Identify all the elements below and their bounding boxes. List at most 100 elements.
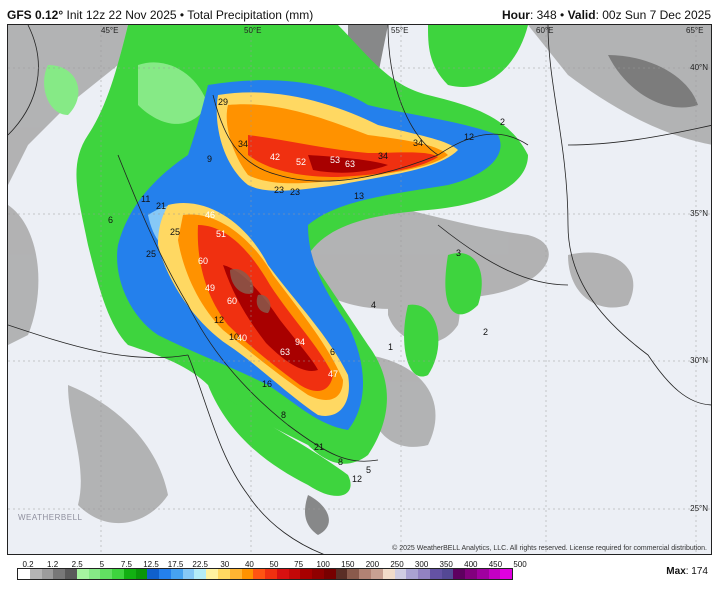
legend-swatch bbox=[229, 569, 242, 579]
legend-label: 17.5 bbox=[167, 560, 184, 569]
lon-label: 65°E bbox=[686, 26, 704, 35]
legend-label: 7.5 bbox=[120, 560, 132, 569]
legend-label: 1.2 bbox=[47, 560, 59, 569]
legend-swatch bbox=[112, 569, 124, 579]
copyright: © 2025 WeatherBELL Analytics, LLC. All r… bbox=[392, 545, 707, 552]
precip-value-label: 63 bbox=[280, 347, 290, 357]
product-name: Total Precipitation (mm) bbox=[187, 8, 314, 22]
hour-label: Hour bbox=[501, 8, 530, 22]
precip-value-label: 94 bbox=[295, 337, 305, 347]
legend-swatch bbox=[88, 569, 101, 579]
legend-swatch bbox=[429, 569, 442, 579]
legend-label: 2.5 bbox=[71, 560, 83, 569]
legend-swatch bbox=[370, 569, 383, 579]
legend-swatch bbox=[135, 569, 148, 579]
precip-value-label: 51 bbox=[216, 229, 226, 239]
precip-value-label: 6 bbox=[330, 347, 335, 357]
legend-label: 100 bbox=[316, 560, 330, 569]
precip-value-label: 6 bbox=[108, 215, 113, 225]
precip-value-label: 40 bbox=[237, 333, 247, 343]
precip-value-label: 49 bbox=[205, 283, 215, 293]
precip-value-label: 12 bbox=[464, 132, 474, 142]
lon-label: 50°E bbox=[244, 26, 262, 35]
legend-swatch bbox=[312, 569, 324, 579]
precip-value-label: 12 bbox=[214, 315, 224, 325]
legend-label: 300 bbox=[414, 560, 429, 569]
precipitation-map: 29 34 42 52 53 63 34 34 12 23 23 13 9 11 6 21 25 25 46 51 60… bbox=[7, 24, 712, 555]
legend-swatch bbox=[418, 569, 430, 579]
legend-label: 75 bbox=[294, 560, 304, 569]
precip-value-label: 29 bbox=[218, 97, 228, 107]
precip-value-label: 60 bbox=[198, 256, 208, 266]
lon-label: 55°E bbox=[391, 26, 409, 35]
valid-time: Hour: 348 • Valid: 00z Sun 7 Dec 2025 bbox=[502, 8, 711, 22]
legend-swatch bbox=[182, 569, 195, 579]
precip-value-label: 34 bbox=[413, 138, 423, 148]
precip-value-label: 2 bbox=[483, 327, 488, 337]
precip-value-label: 3 bbox=[456, 248, 461, 258]
legend-label: 350 bbox=[439, 560, 453, 569]
legend-swatch bbox=[147, 569, 160, 579]
valid-label: Valid bbox=[567, 8, 596, 22]
separator: • bbox=[179, 8, 185, 22]
precip-value-label: 23 bbox=[290, 187, 300, 197]
lat-label: 35°N bbox=[690, 209, 708, 218]
legend-label: 12.5 bbox=[143, 560, 159, 569]
precip-value-label: 25 bbox=[146, 249, 156, 259]
legend-swatch bbox=[323, 569, 336, 579]
legend-swatch bbox=[265, 569, 277, 579]
legend-swatch bbox=[382, 569, 395, 579]
precip-value-label: 34 bbox=[238, 139, 248, 149]
legend-label: 400 bbox=[464, 560, 478, 569]
lat-label: 25°N bbox=[690, 504, 708, 513]
precip-value-label: 21 bbox=[314, 442, 324, 452]
precip-value-label: 10 bbox=[229, 332, 239, 342]
precip-value-label: 25 bbox=[170, 227, 180, 237]
precip-value-label: 13 bbox=[354, 191, 364, 201]
legend-swatch bbox=[65, 569, 77, 579]
legend-swatch bbox=[394, 569, 407, 579]
precip-value-label: 47 bbox=[328, 369, 338, 379]
legend-swatch bbox=[488, 569, 501, 579]
precip-value-label: 8 bbox=[338, 457, 343, 467]
legend-swatch bbox=[288, 569, 301, 579]
legend-swatch bbox=[276, 569, 289, 579]
legend-swatch bbox=[170, 569, 183, 579]
legend-label: 50 bbox=[269, 560, 279, 569]
legend-swatch bbox=[253, 569, 266, 579]
legend-swatch bbox=[500, 569, 513, 579]
legend-swatch bbox=[359, 569, 371, 579]
precip-lightgreen bbox=[44, 62, 208, 124]
init-time: Init 12z 22 Nov 2025 bbox=[66, 8, 177, 22]
legend-swatch bbox=[100, 569, 113, 579]
legend-swatch bbox=[76, 569, 89, 579]
legend-label: 40 bbox=[244, 560, 254, 569]
max-number: : 174 bbox=[685, 566, 708, 577]
legend-swatch bbox=[41, 569, 54, 579]
precip-value-label: 60 bbox=[227, 296, 237, 306]
legend-label: 22.5 bbox=[192, 560, 208, 569]
legend-swatch bbox=[194, 569, 207, 579]
legend-swatch bbox=[53, 569, 66, 579]
lon-label: 45°E bbox=[101, 26, 119, 35]
legend-swatch bbox=[29, 569, 42, 579]
model-name: GFS 0.12° bbox=[7, 8, 64, 22]
weatherbell-logo: WEATHERBELL bbox=[18, 513, 83, 522]
legend-swatch bbox=[18, 569, 30, 579]
legend-swatch bbox=[453, 569, 466, 579]
precip-value-label: 21 bbox=[156, 201, 166, 211]
legend-swatch bbox=[300, 569, 313, 579]
precip-value-label: 8 bbox=[281, 410, 286, 420]
legend-label: 150 bbox=[341, 560, 355, 569]
legend-label: 500 bbox=[513, 560, 527, 569]
precip-value-label: 9 bbox=[207, 154, 212, 164]
lon-label: 60°E bbox=[536, 26, 554, 35]
precip-value-label: 12 bbox=[352, 474, 362, 484]
precip-value-label: 23 bbox=[274, 185, 284, 195]
precip-value-label: 53 bbox=[330, 155, 340, 165]
precip-value-label: 11 bbox=[141, 194, 150, 204]
legend-swatch bbox=[241, 569, 254, 579]
borders bbox=[8, 25, 711, 554]
